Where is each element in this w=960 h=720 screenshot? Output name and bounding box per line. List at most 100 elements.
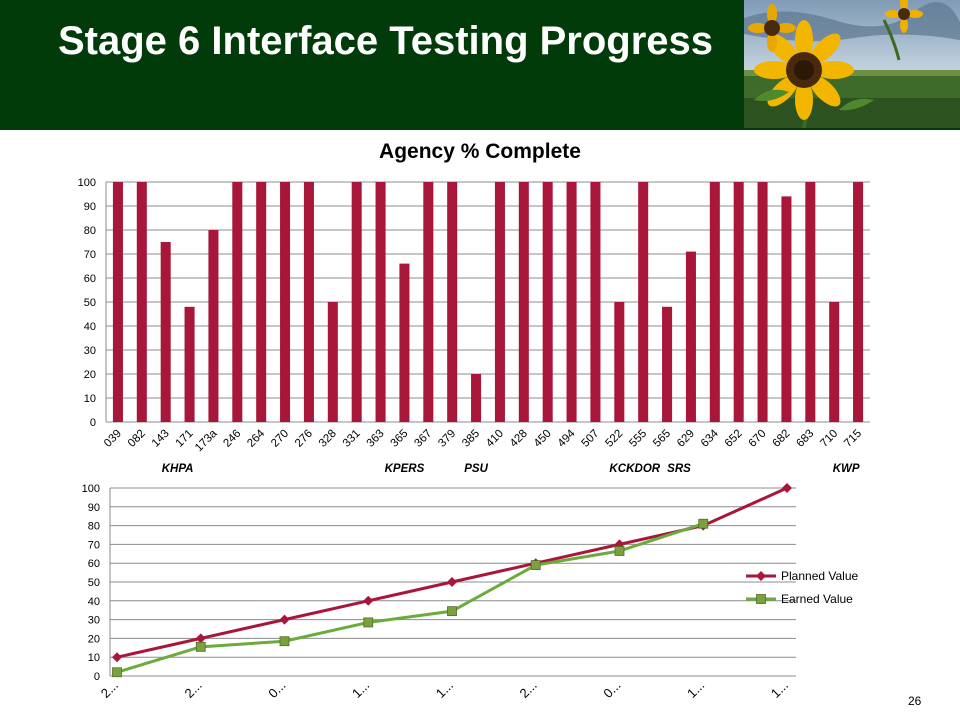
- y-tick-label: 100: [82, 483, 100, 495]
- series-line: [116, 486, 788, 659]
- x-tick-label: 1...: [684, 678, 707, 701]
- bar: [303, 182, 314, 422]
- bar: [160, 242, 171, 422]
- bar: [112, 182, 123, 422]
- bar: [853, 182, 864, 422]
- bar: [614, 302, 625, 422]
- data-point: [530, 560, 541, 570]
- bar: [590, 182, 601, 422]
- group-label: PSU: [464, 463, 488, 475]
- x-tick-label: 2...: [516, 678, 539, 701]
- data-point: [447, 577, 457, 587]
- data-point: [112, 667, 122, 678]
- group-label: KDOR: [626, 463, 661, 475]
- x-tick-label: 565: [651, 428, 673, 450]
- group-label: SRS: [667, 463, 691, 475]
- y-tick-label: 10: [84, 393, 96, 405]
- x-tick-label: 715: [842, 428, 864, 450]
- bar: [805, 182, 816, 422]
- x-tick-label: 1...: [349, 678, 372, 701]
- x-tick-label: 0...: [265, 678, 288, 701]
- y-tick-label: 40: [84, 321, 96, 333]
- y-tick-label: 100: [78, 177, 96, 189]
- x-tick-label: 410: [484, 428, 506, 450]
- x-tick-label: 2...: [181, 678, 204, 701]
- data-point: [363, 617, 374, 628]
- y-tick-label: 60: [84, 273, 96, 285]
- y-tick-label: 10: [88, 652, 100, 664]
- x-tick-label: 082: [126, 428, 148, 450]
- bar: [136, 182, 147, 422]
- x-tick-label: 670: [747, 428, 769, 450]
- x-tick-label: 1...: [768, 678, 791, 701]
- data-point: [447, 606, 457, 617]
- y-tick-label: 50: [88, 577, 100, 589]
- bar: [829, 302, 840, 422]
- group-label: KHPA: [162, 463, 194, 475]
- x-tick-label: 365: [389, 428, 411, 450]
- x-tick-label: 379: [436, 428, 458, 450]
- x-tick-label: 0...: [600, 678, 623, 701]
- y-tick-label: 20: [84, 369, 96, 381]
- x-tick-label: 143: [150, 428, 172, 450]
- bar: [208, 230, 219, 422]
- slide-number: 26: [908, 694, 922, 708]
- y-tick-label: 40: [88, 596, 100, 608]
- bar: [757, 182, 768, 422]
- y-tick-label: 80: [88, 521, 100, 533]
- y-tick-label: 70: [84, 249, 96, 261]
- series-line: [116, 522, 704, 674]
- y-tick-label: 0: [90, 417, 96, 429]
- sunflower-small: [748, 4, 796, 52]
- bar: [256, 182, 267, 422]
- x-tick-label: 173a: [193, 427, 220, 454]
- data-point: [195, 641, 206, 652]
- bar: [399, 263, 410, 422]
- y-tick-label: 30: [84, 345, 96, 357]
- bar: [542, 182, 553, 422]
- x-tick-label: 367: [412, 428, 434, 450]
- x-tick-label: 555: [627, 428, 649, 450]
- bar: [351, 182, 362, 422]
- x-tick-label: 276: [293, 428, 315, 450]
- x-tick-label: 264: [245, 427, 267, 449]
- data-point: [279, 614, 290, 625]
- x-tick-label: 1...: [433, 678, 456, 701]
- x-tick-label: 246: [221, 428, 243, 450]
- x-tick-label: 522: [603, 428, 625, 450]
- bar: [471, 374, 482, 422]
- group-label: KCI: [609, 463, 630, 475]
- x-tick-label: 363: [365, 428, 387, 450]
- data-point: [112, 652, 122, 663]
- data-point: [195, 633, 206, 644]
- legend-label: Planned Value: [781, 569, 859, 583]
- data-point: [698, 518, 709, 529]
- bar: [494, 182, 505, 422]
- planned-earned-line-chart: 0 10 20 30 40 50 60 70 80 90 100 2... 2... 0... 1... 1.…: [82, 483, 859, 701]
- data-point: [279, 636, 290, 647]
- bar: [375, 182, 386, 422]
- x-tick-label: 328: [317, 428, 339, 450]
- x-tick-label: 428: [508, 428, 530, 450]
- x-tick-label: 450: [532, 428, 554, 450]
- chart1-title: Agency % Complete: [379, 140, 581, 163]
- y-tick-label: 60: [88, 558, 100, 570]
- y-tick-label: 70: [88, 539, 100, 551]
- slide-title: Stage 6 Interface Testing Progress: [58, 19, 714, 63]
- x-tick-label: 682: [771, 428, 793, 450]
- bar: [662, 306, 673, 422]
- x-tick-label: 652: [723, 428, 745, 450]
- bar: [733, 182, 744, 422]
- legend-marker: [756, 594, 766, 604]
- x-tick-label: 494: [556, 427, 578, 449]
- bar: [781, 196, 792, 422]
- y-tick-label: 80: [84, 225, 96, 237]
- slide-header: Stage 6 Interface Testing Progress: [0, 0, 960, 130]
- data-point: [782, 483, 792, 493]
- x-tick-label: 270: [269, 428, 291, 450]
- x-tick-label: 507: [580, 428, 602, 450]
- y-tick-label: 90: [84, 201, 96, 213]
- group-label: KPERS: [385, 463, 425, 475]
- y-tick-label: 20: [88, 633, 100, 645]
- y-tick-label: 50: [84, 297, 96, 309]
